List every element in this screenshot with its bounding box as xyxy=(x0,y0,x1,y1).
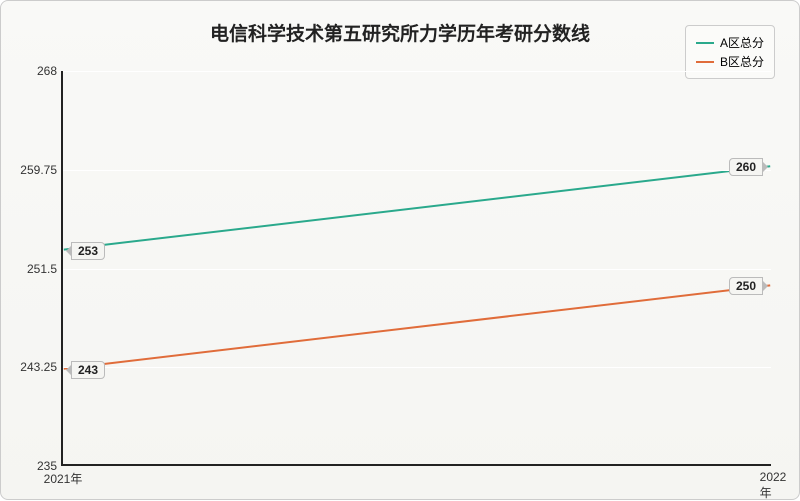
series-line xyxy=(64,285,770,368)
y-tick-label: 251.5 xyxy=(27,262,57,276)
y-tick-label: 268 xyxy=(37,64,57,78)
x-tick-label: 2022年 xyxy=(760,470,787,501)
x-tick-label: 2021年 xyxy=(44,470,83,487)
data-point-label: 243 xyxy=(71,361,105,379)
legend-swatch-b xyxy=(696,61,714,63)
legend-label-b: B区总分 xyxy=(720,53,764,70)
data-point-label: 253 xyxy=(71,242,105,260)
series-line xyxy=(64,166,770,249)
data-point-label: 260 xyxy=(729,158,763,176)
y-tick-label: 259.75 xyxy=(20,163,57,177)
data-point-label: 250 xyxy=(729,277,763,295)
legend-item-b: B区总分 xyxy=(696,53,764,70)
line-layer xyxy=(63,71,771,464)
chart-title: 电信科学技术第五研究所力学历年考研分数线 xyxy=(1,19,799,46)
chart-container: 电信科学技术第五研究所力学历年考研分数线 A区总分 B区总分 235243.25… xyxy=(0,0,800,500)
gridline xyxy=(63,71,771,72)
legend-label-a: A区总分 xyxy=(720,34,764,51)
gridline xyxy=(63,170,771,171)
gridline xyxy=(63,269,771,270)
y-tick-label: 243.25 xyxy=(20,360,57,374)
gridline xyxy=(63,367,771,368)
legend-swatch-a xyxy=(696,42,714,44)
plot-area: 235243.25251.5259.752682021年2022年2532602… xyxy=(61,71,771,466)
legend-item-a: A区总分 xyxy=(696,34,764,51)
